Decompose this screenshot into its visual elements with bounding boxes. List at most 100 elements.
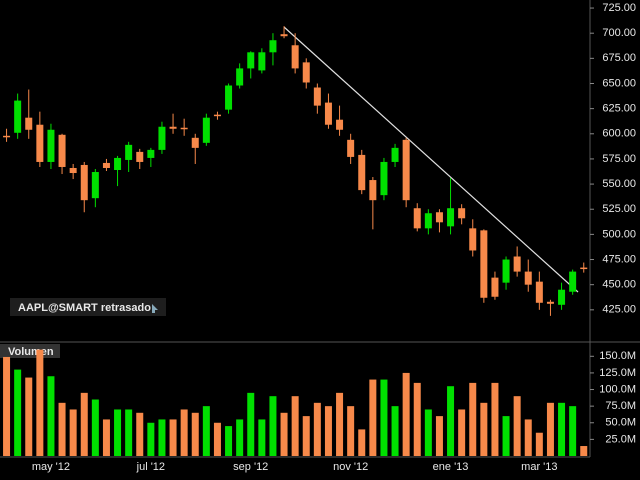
candle-body: [580, 267, 588, 270]
volume-bar: [558, 402, 566, 456]
candle-body: [347, 139, 355, 157]
y-tick-label: 600.00: [602, 128, 636, 140]
candle-body: [36, 124, 44, 162]
candle-body: [269, 40, 277, 53]
candle-body: [413, 208, 421, 229]
volume-title-box: [0, 344, 60, 358]
candle-body: [102, 162, 110, 168]
candle-body: [447, 208, 455, 227]
volume-bar: [102, 419, 110, 456]
candle-body: [136, 151, 144, 162]
x-tick-label: ene '13: [433, 461, 469, 473]
y-tick-label: 450.00: [602, 279, 636, 291]
volume-bar: [391, 406, 399, 456]
volume-bar: [535, 432, 543, 456]
y-tick-label: 500.00: [602, 228, 636, 240]
volume-bar: [380, 379, 388, 456]
volume-bar: [213, 422, 221, 456]
candle-body: [14, 100, 22, 133]
volume-bar: [336, 392, 344, 456]
legend-icon: [152, 304, 158, 313]
x-tick-label: nov '12: [333, 461, 368, 473]
volume-bar: [424, 409, 432, 456]
candle-body: [535, 281, 543, 303]
volume-bar: [191, 412, 199, 456]
candle-body: [424, 213, 432, 229]
volume-bar: [158, 419, 166, 456]
y-tick-label: 475.00: [602, 253, 636, 265]
candle-body: [191, 137, 199, 148]
volume-bar: [258, 419, 266, 456]
candle-body: [569, 271, 577, 292]
candle-body: [291, 45, 299, 69]
candle-body: [302, 62, 310, 83]
volume-bar: [236, 419, 244, 456]
volume-bar: [269, 396, 277, 456]
y-tick-label: 50.0M: [605, 417, 636, 429]
candle-body: [58, 134, 66, 167]
candle-body: [491, 277, 499, 297]
candle-body: [247, 52, 255, 69]
volume-bar: [502, 416, 510, 456]
candle-body: [502, 259, 510, 283]
candle-body: [469, 228, 477, 251]
x-tick-label: jul '12: [136, 461, 165, 473]
volume-bar: [3, 356, 11, 456]
candle-body: [114, 157, 122, 170]
candle-body: [558, 289, 566, 305]
candle-body: [225, 85, 233, 110]
volume-bar: [313, 402, 321, 456]
y-tick-label: 725.00: [602, 2, 636, 14]
y-tick-label: 25.0M: [605, 433, 636, 445]
candle-body: [391, 147, 399, 162]
volume-bar: [524, 419, 532, 456]
trend-line: [283, 26, 579, 293]
candle-body: [125, 144, 133, 160]
volume-bar: [147, 422, 155, 456]
candle-body: [336, 119, 344, 130]
volume-bar: [480, 402, 488, 456]
volume-bar: [202, 406, 210, 456]
volume-bar: [324, 406, 332, 456]
candle-body: [80, 164, 88, 201]
candle-body: [69, 167, 77, 174]
volume-bar: [25, 377, 33, 456]
candle-body: [47, 129, 55, 162]
y-tick-label: 575.00: [602, 153, 636, 165]
candle-body: [169, 126, 177, 129]
volume-bar: [91, 399, 99, 456]
candle-body: [213, 114, 221, 117]
volume-bar: [80, 392, 88, 456]
volume-bar: [369, 379, 377, 456]
y-tick-label: 525.00: [602, 203, 636, 215]
volume-bar: [280, 412, 288, 456]
volume-bar: [513, 396, 521, 456]
volume-bar: [247, 392, 255, 456]
y-tick-label: 625.00: [602, 103, 636, 115]
candle-body: [358, 154, 366, 191]
candle-body: [380, 161, 388, 196]
candle-body: [324, 102, 332, 125]
y-tick-label: 75.0M: [605, 400, 636, 412]
volume-bar: [114, 409, 122, 456]
legend-box: [10, 298, 166, 316]
volume-bar: [469, 382, 477, 456]
candle-body: [258, 52, 266, 71]
y-tick-label: 150.0M: [599, 350, 636, 362]
volume-bar: [402, 372, 410, 456]
candle-body: [524, 271, 532, 285]
candle-body: [435, 212, 443, 223]
candle-body: [313, 87, 321, 106]
volume-bar: [347, 406, 355, 456]
volume-bar: [302, 416, 310, 456]
candle-body: [513, 256, 521, 272]
x-tick-label: sep '12: [233, 461, 268, 473]
candle-body: [546, 301, 554, 304]
candle-body: [236, 68, 244, 86]
volume-bar: [58, 402, 66, 456]
volume-title: Volumen: [8, 346, 54, 358]
y-tick-label: 425.00: [602, 304, 636, 316]
